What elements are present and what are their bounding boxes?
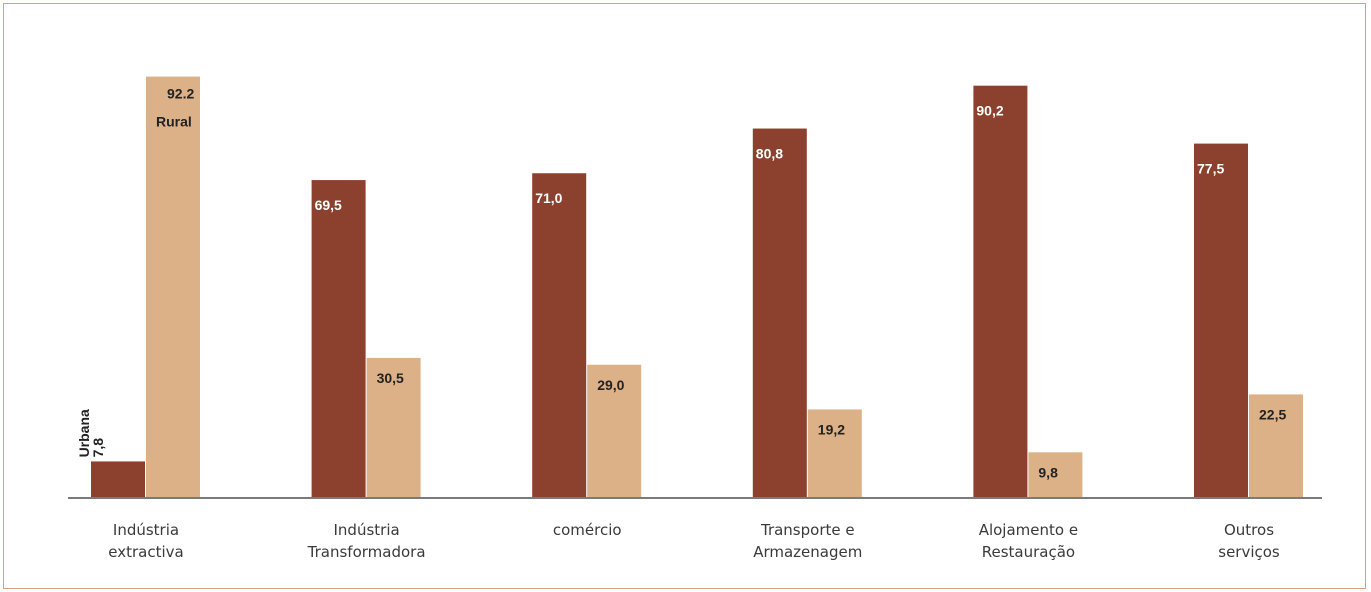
- category-label-5-1: serviços: [1218, 543, 1280, 561]
- category-label-3-0: Transporte e: [760, 521, 855, 539]
- category-label-0-1: extractiva: [108, 543, 183, 561]
- bar-urbana-2: [532, 173, 587, 498]
- value-label-urbana-5: 77,5: [1197, 161, 1224, 177]
- bar-rural-1: [366, 357, 421, 497]
- value-label-urbana-0: 7,8: [90, 438, 106, 458]
- series-label-urbana: Urbana: [76, 409, 92, 457]
- bar-rural-0: [146, 76, 200, 498]
- bar-urbana-3: [752, 128, 807, 497]
- bar-rural-3: [807, 409, 862, 497]
- value-label-rural-4: 9,8: [1038, 464, 1058, 480]
- category-label-2-0: comércio: [553, 521, 622, 539]
- category-label-0-0: Indústria: [113, 521, 179, 539]
- bar-urbana-4: [973, 85, 1028, 498]
- value-label-rural-3: 19,2: [818, 421, 845, 437]
- value-label-rural-0: 92.2: [167, 86, 194, 102]
- bar-rural-2: [587, 364, 642, 497]
- bar-rural-4: [1028, 452, 1083, 497]
- category-label-1-0: Indústria: [334, 521, 400, 539]
- value-label-rural-2: 29,0: [597, 377, 624, 393]
- series-label-rural: Rural: [156, 114, 192, 130]
- category-label-3-1: Armazenagem: [753, 543, 862, 561]
- value-label-urbana-3: 80,8: [756, 146, 783, 162]
- category-label-5-0: Outros: [1224, 521, 1274, 539]
- category-label-4-0: Alojamento e: [979, 521, 1078, 539]
- bar-urbana-5: [1194, 143, 1248, 497]
- bar-urbana-0: [91, 461, 145, 497]
- value-label-urbana-1: 69,5: [315, 197, 342, 213]
- value-label-rural-5: 22,5: [1259, 406, 1286, 422]
- category-label-1-1: Transformadora: [307, 543, 426, 561]
- category-label-4-1: Restauração: [982, 543, 1075, 561]
- value-label-urbana-2: 71,0: [535, 190, 562, 206]
- bar-urbana-1: [311, 180, 366, 497]
- chart-frame: [3, 3, 1366, 589]
- bar-rural-5: [1249, 394, 1303, 497]
- value-label-rural-1: 30,5: [377, 370, 404, 386]
- value-label-urbana-4: 90,2: [976, 103, 1003, 119]
